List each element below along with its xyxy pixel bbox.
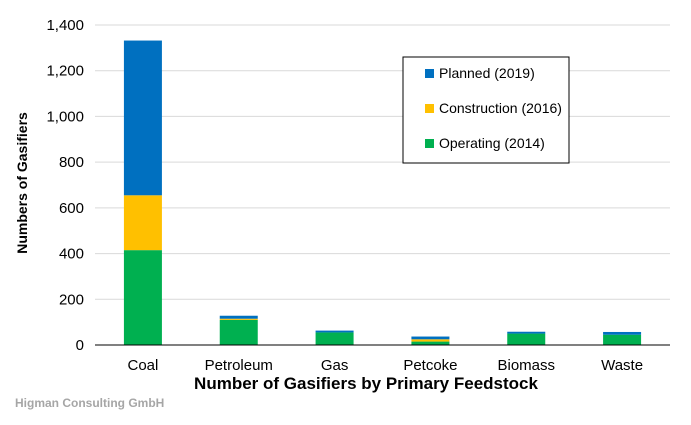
y-tick-label: 600 <box>59 200 84 217</box>
bar-segment <box>603 331 642 335</box>
y-tick-label: 200 <box>59 291 84 308</box>
x-tick-label: Coal <box>127 357 158 374</box>
x-axis-label: Number of Gasifiers by Primary Feedstock <box>194 374 538 393</box>
legend-label: Planned (2019) <box>439 65 535 81</box>
y-axis-label: Numbers of Gasifiers <box>14 112 30 254</box>
x-tick-label: Petroleum <box>205 357 273 374</box>
y-tick-label: 0 <box>76 337 84 354</box>
bars <box>123 40 642 345</box>
gridlines <box>95 24 670 300</box>
bar-segment <box>507 331 546 334</box>
bar-segment <box>411 339 450 342</box>
legend: Planned (2019) Construction (2016) Operati… <box>402 56 570 164</box>
bar-segment <box>123 40 162 196</box>
legend-swatch <box>425 69 434 78</box>
y-tick-label: 1,400 <box>46 17 84 34</box>
bar-segment <box>219 318 258 320</box>
x-tick-label: Petcoke <box>403 357 457 374</box>
bar-segment <box>507 333 546 345</box>
y-tick-label: 400 <box>59 246 84 263</box>
bar-segment <box>603 334 642 345</box>
x-tick-label: Gas <box>321 357 349 374</box>
x-tick-label: Waste <box>601 357 643 374</box>
bar-segment <box>123 250 162 345</box>
bar-segment <box>411 341 450 345</box>
legend-label: Construction (2016) <box>439 100 562 116</box>
y-tick-label: 800 <box>59 154 84 171</box>
bar-segment <box>123 195 162 251</box>
bar-segment <box>315 330 354 333</box>
legend-swatch <box>425 104 434 113</box>
credit-text: Higman Consulting GmbH <box>15 396 164 410</box>
y-tick-labels: 0 200 400 600 800 1,000 1,200 1,400 <box>46 17 84 354</box>
bar-segment <box>219 319 258 345</box>
y-tick-label: 1,000 <box>46 108 84 125</box>
x-tick-label: Biomass <box>497 357 555 374</box>
legend-label: Operating (2014) <box>439 135 545 151</box>
x-tick-labels: Coal Petroleum Gas Petcoke Biomass Waste <box>127 357 643 374</box>
bar-segment <box>411 336 450 340</box>
bar-segment <box>315 332 354 345</box>
y-tick-label: 1,200 <box>46 63 84 80</box>
legend-swatch <box>425 139 434 148</box>
bar-segment <box>219 315 258 319</box>
